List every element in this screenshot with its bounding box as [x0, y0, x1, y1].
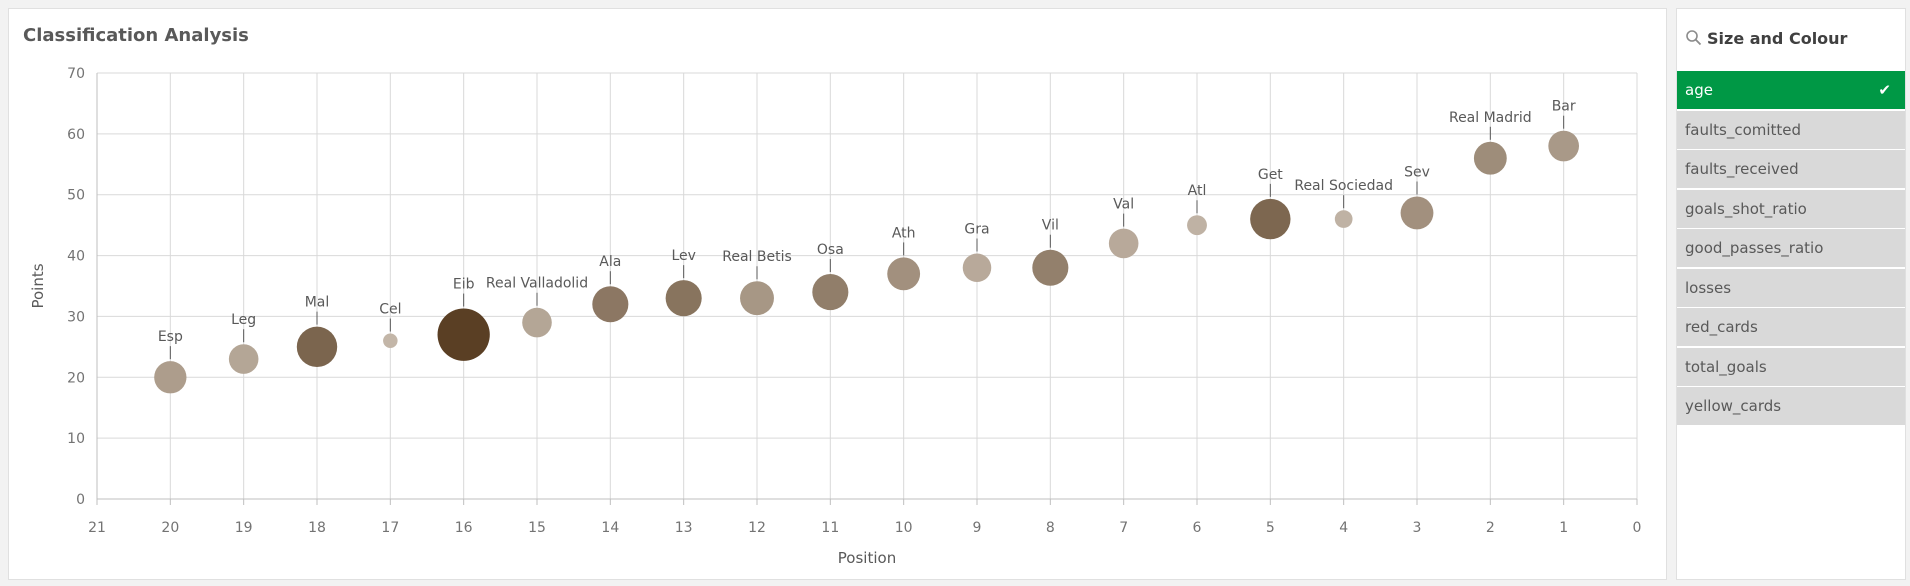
filter-item-label: red_cards: [1685, 318, 1758, 336]
bubble-label: Ala: [599, 254, 621, 270]
bubble-label: Atl: [1188, 183, 1207, 199]
bubble-label: Real Madrid: [1449, 110, 1532, 126]
bubble-val: [1108, 228, 1139, 259]
filter-item-faults-received[interactable]: faults_received: [1677, 150, 1905, 188]
filter-item-label: goals_shot_ratio: [1685, 199, 1807, 218]
checkmark-icon: ✔: [1878, 81, 1891, 99]
bubble-label: Vil: [1042, 218, 1059, 234]
y-tick-label: 20: [67, 370, 85, 386]
bubble-label: Val: [1113, 197, 1134, 213]
bubble-leg: [228, 344, 259, 374]
filter-item-label: total_goals: [1685, 357, 1767, 376]
bubble-lev: [665, 280, 702, 317]
bubble-label: Cel: [379, 302, 401, 318]
y-tick-label: 60: [67, 127, 85, 143]
x-tick-label: 0: [1633, 520, 1642, 536]
y-tick-label: 40: [67, 249, 85, 265]
filter-item-goals-shot-ratio[interactable]: goals_shot_ratio: [1677, 189, 1905, 228]
filter-item-label: faults_comitted: [1685, 120, 1802, 139]
filter-title: Size and Colour: [1707, 29, 1848, 48]
bubble-label: Mal: [305, 295, 330, 311]
filter-item-total-goals[interactable]: total_goals: [1677, 347, 1905, 386]
bubble-label: Osa: [817, 242, 844, 258]
bubble-sev: [1400, 196, 1434, 230]
bubble-label: Lev: [671, 248, 695, 264]
bubble-label: Get: [1258, 167, 1283, 183]
x-tick-label: 21: [88, 520, 106, 536]
bubble-esp: [154, 361, 187, 394]
bubble-cel: [383, 333, 398, 349]
bubble-label: Real Betis: [722, 249, 792, 265]
y-tick-label: 50: [67, 188, 85, 204]
bubble-label: Gra: [964, 221, 989, 237]
filter-item-label: good_passes_ratio: [1685, 239, 1824, 257]
filter-list: age ✔ faults_comitted faults_received goals_…: [1677, 71, 1905, 427]
bubble-label: Bar: [1552, 99, 1576, 115]
bubble-bar: [1548, 130, 1580, 162]
bubble-get: [1250, 198, 1291, 240]
chart-panel: Classification Analysis 0 10 20 30 40 50 60 70 2…: [8, 8, 1667, 580]
bubble-label: Leg: [231, 312, 256, 328]
x-tick-label: 4: [1339, 520, 1348, 536]
filter-item-label: yellow_cards: [1685, 397, 1782, 415]
x-tick-label: 19: [235, 520, 253, 536]
x-tick-label: 6: [1193, 520, 1202, 536]
y-tick-label: 70: [67, 66, 85, 82]
x-tick-label: 20: [161, 520, 179, 536]
search-icon[interactable]: [1685, 29, 1703, 47]
x-tick-label: 5: [1266, 520, 1275, 536]
y-axis-title: Points: [29, 263, 47, 308]
x-axis-title: Position: [838, 549, 896, 567]
filter-item-losses[interactable]: losses: [1677, 268, 1905, 307]
filter-item-label: losses: [1685, 278, 1732, 297]
x-tick-label: 12: [748, 520, 766, 536]
x-tick-label: 9: [973, 520, 982, 536]
bubble-label: Sev: [1404, 165, 1430, 181]
bubble-label: Real Sociedad: [1294, 178, 1393, 194]
bubble-eib: [437, 308, 490, 361]
y-tick-label: 0: [76, 492, 85, 508]
filter-item-faults-comitted[interactable]: faults_comitted: [1677, 110, 1905, 149]
x-tick-label: 15: [528, 520, 546, 536]
bubble-gra: [962, 253, 992, 283]
filter-item-yellow-cards[interactable]: yellow_cards: [1677, 387, 1905, 425]
bubble-real-madrid: [1473, 141, 1507, 175]
y-tick-label: 30: [67, 309, 85, 325]
bubble-label: Ath: [892, 225, 916, 241]
bubble-osa: [812, 274, 849, 311]
bubble-real-sociedad: [1334, 210, 1353, 228]
filter-item-age[interactable]: age ✔: [1677, 71, 1905, 109]
bubble-ala: [592, 286, 629, 323]
y-tick-label: 10: [67, 431, 85, 447]
bubble-vil: [1032, 249, 1069, 286]
x-tick-label: 16: [455, 520, 473, 536]
x-tick-label: 13: [675, 520, 693, 536]
bubble-ath: [887, 257, 921, 291]
bubble-label: Real Valladolid: [486, 276, 588, 292]
x-tick-label: 18: [308, 520, 326, 536]
filter-item-label: age: [1685, 81, 1713, 99]
bubble-real-betis: [740, 281, 774, 316]
bubble-atl: [1187, 215, 1207, 236]
bubble-real-valladolid: [522, 307, 552, 338]
filter-item-label: faults_received: [1685, 160, 1799, 178]
bubble-label: Esp: [158, 329, 183, 345]
x-tick-label: 14: [601, 520, 619, 536]
bubble-mal: [296, 326, 338, 368]
x-tick-label: 3: [1413, 520, 1422, 536]
x-tick-label: 7: [1119, 520, 1128, 536]
chart-title: Classification Analysis: [23, 25, 249, 46]
filter-item-good-passes-ratio[interactable]: good_passes_ratio: [1677, 229, 1905, 267]
x-tick-label: 8: [1046, 520, 1055, 536]
x-tick-label: 17: [381, 520, 399, 536]
x-tick-label: 11: [821, 520, 839, 536]
filter-item-red-cards[interactable]: red_cards: [1677, 308, 1905, 346]
x-tick-label: 10: [895, 520, 913, 536]
x-tick-label: 2: [1486, 520, 1495, 536]
filter-header: Size and Colour: [1677, 9, 1905, 67]
bubble-label: Eib: [453, 277, 475, 293]
x-tick-label: 1: [1559, 520, 1568, 536]
